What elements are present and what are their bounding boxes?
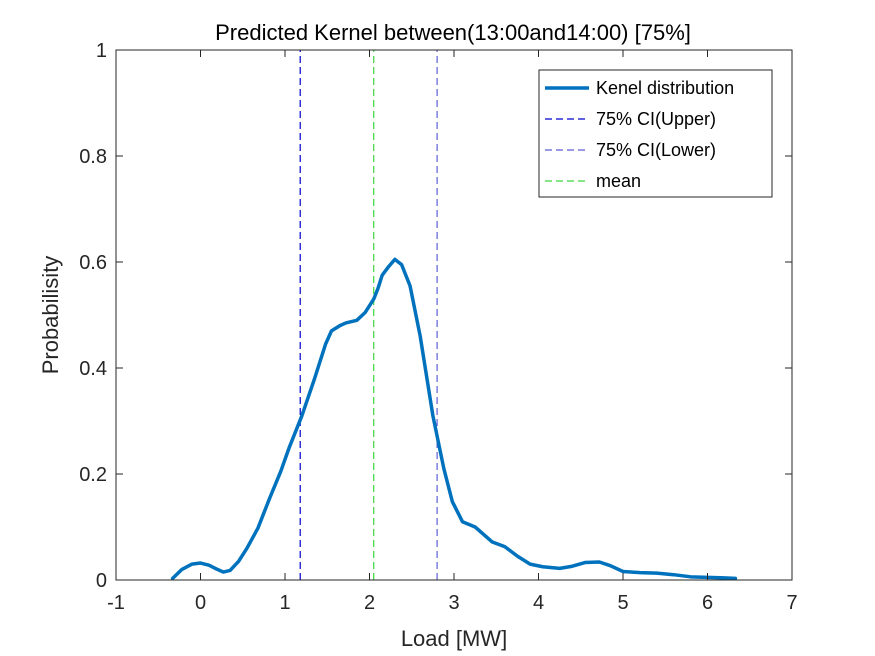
chart-title: Predicted Kernel between(13:00and14:00) … — [215, 20, 691, 45]
y-tick-label: 0.6 — [79, 252, 107, 274]
legend-label-kenel-distribution: Kenel distribution — [596, 78, 734, 98]
axes-box — [115, 49, 793, 581]
y-tick-label: 0.2 — [79, 464, 107, 486]
x-tick-label: 6 — [702, 592, 713, 614]
x-tick-label: 0 — [195, 592, 206, 614]
x-tick-label: 3 — [448, 592, 459, 614]
legend-box — [538, 69, 773, 198]
y-tick-label: 0.4 — [79, 358, 107, 380]
legend-label-mean: mean — [596, 171, 641, 191]
x-tick-label: -1 — [107, 592, 125, 614]
legend: Kenel distribution 75% CI(Upper) 75% CI(Lo… — [538, 69, 773, 198]
y-axis-label: Probabilisity — [38, 256, 63, 375]
x-tick-label: 7 — [786, 592, 797, 614]
legend-label-75-ci-lower: 75% CI(Lower) — [596, 140, 716, 160]
y-tick-label: 1 — [96, 40, 107, 62]
y-tick-label: 0.8 — [79, 146, 107, 168]
y-axis-ticks: 0 0.2 0.4 0.6 0.8 1 — [79, 40, 792, 592]
y-tick-label: 0 — [96, 570, 107, 592]
x-axis-ticks: -1 0 1 2 3 4 5 6 7 — [107, 50, 798, 614]
legend-label-75-ci-upper: 75% CI(Upper) — [596, 109, 716, 129]
series-line-kenel-distribution — [170, 257, 738, 581]
x-axis-label: Load [MW] — [401, 626, 507, 651]
x-tick-label: 4 — [533, 592, 544, 614]
x-tick-label: 2 — [364, 592, 375, 614]
x-tick-label: 5 — [617, 592, 628, 614]
plot-area — [170, 50, 738, 581]
x-tick-label: 1 — [279, 592, 290, 614]
